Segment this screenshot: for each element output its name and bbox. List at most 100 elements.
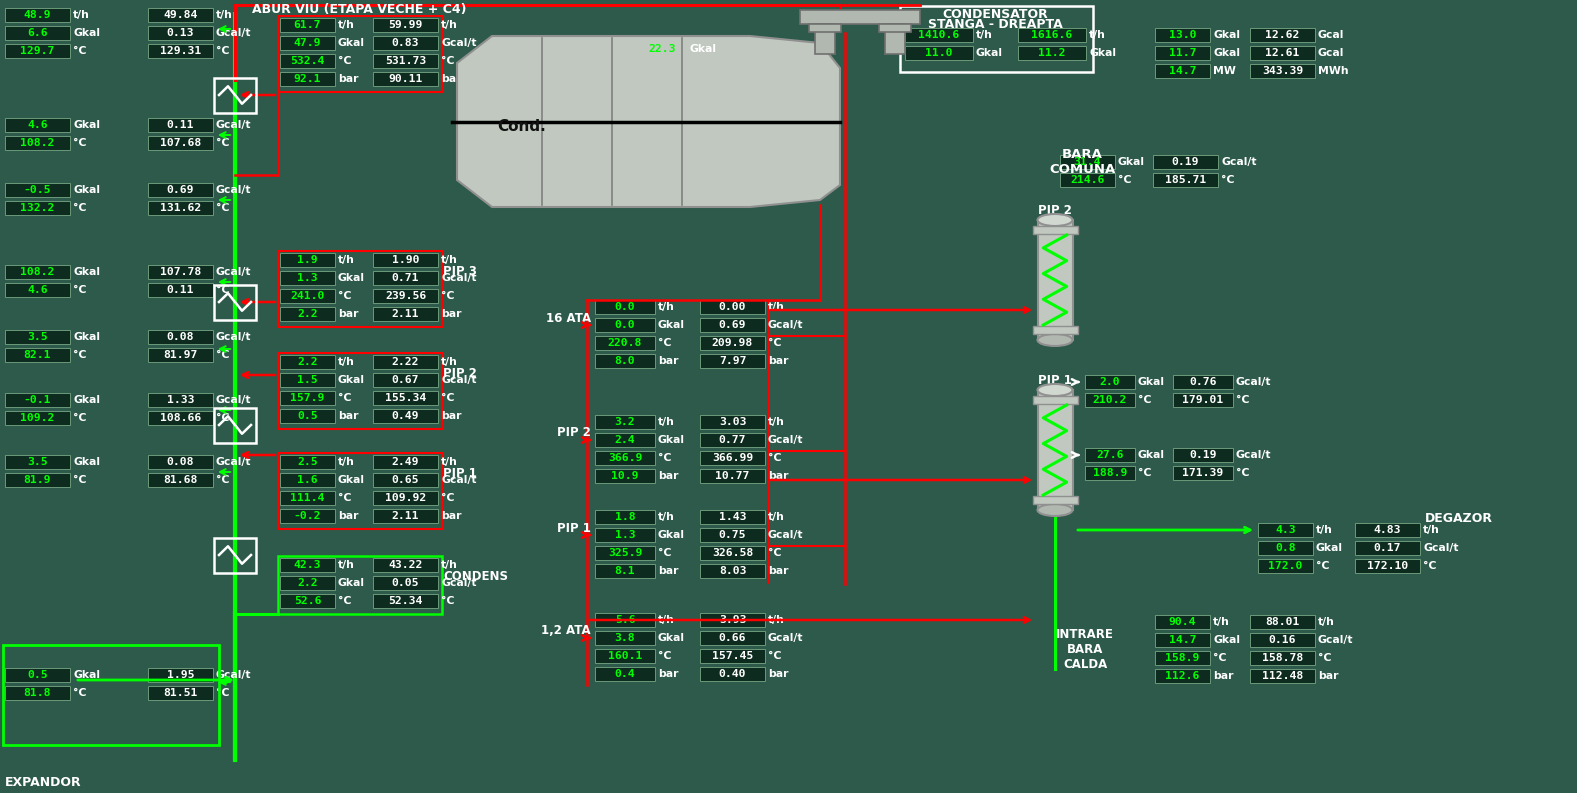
Text: 112.48: 112.48: [1262, 671, 1303, 681]
Bar: [374, 271, 438, 285]
Bar: [595, 469, 654, 483]
Bar: [281, 271, 334, 285]
Text: °C: °C: [73, 138, 87, 148]
Text: 131.62: 131.62: [159, 203, 202, 213]
Bar: [1258, 541, 1314, 555]
Text: Gkal: Gkal: [73, 185, 99, 195]
Text: 0.5: 0.5: [27, 670, 47, 680]
Text: °C: °C: [1236, 468, 1249, 478]
Text: t/h: t/h: [1090, 30, 1105, 40]
Text: 0.0: 0.0: [615, 302, 636, 312]
Bar: [281, 509, 334, 523]
Text: 42.3: 42.3: [293, 560, 322, 570]
Bar: [281, 391, 334, 405]
Bar: [374, 558, 438, 572]
Text: °C: °C: [216, 138, 230, 148]
Bar: [148, 183, 213, 197]
Text: t/h: t/h: [768, 512, 785, 522]
Text: 52.34: 52.34: [388, 596, 423, 606]
Text: bar: bar: [337, 511, 358, 521]
Bar: [1060, 173, 1115, 187]
Bar: [5, 348, 69, 362]
Text: 81.51: 81.51: [164, 688, 197, 698]
Text: 14.7: 14.7: [1169, 66, 1197, 76]
Text: 13.0: 13.0: [1169, 30, 1197, 40]
Text: 0.67: 0.67: [391, 375, 419, 385]
Text: t/h: t/h: [658, 512, 675, 522]
Bar: [374, 36, 438, 50]
Text: °C: °C: [73, 688, 87, 698]
Text: °C: °C: [73, 46, 87, 56]
Text: °C: °C: [337, 56, 352, 66]
Bar: [1085, 393, 1135, 407]
Text: 109.92: 109.92: [385, 493, 426, 503]
Bar: [281, 289, 334, 303]
Bar: [700, 451, 765, 465]
Bar: [374, 54, 438, 68]
Text: °C: °C: [1118, 175, 1132, 185]
Text: t/h: t/h: [337, 20, 355, 30]
Bar: [1154, 651, 1210, 665]
Text: 366.99: 366.99: [711, 453, 754, 463]
Bar: [5, 455, 69, 469]
Text: 1.3: 1.3: [615, 530, 636, 540]
Bar: [595, 667, 654, 681]
Text: 112.6: 112.6: [1165, 671, 1200, 681]
Text: PJP 1: PJP 1: [443, 466, 476, 480]
Text: Gkal: Gkal: [73, 457, 99, 467]
Text: °C: °C: [216, 688, 230, 698]
Text: 325.9: 325.9: [607, 548, 642, 558]
Bar: [374, 72, 438, 86]
Text: 2.4: 2.4: [615, 435, 636, 445]
Text: 0.76: 0.76: [1189, 377, 1217, 387]
Text: 82.1: 82.1: [24, 350, 50, 360]
Text: bar: bar: [768, 356, 788, 366]
Bar: [595, 300, 654, 314]
Text: t/h: t/h: [658, 615, 675, 625]
Text: 157.9: 157.9: [290, 393, 325, 403]
Bar: [595, 510, 654, 524]
Text: 81.68: 81.68: [164, 475, 197, 485]
Bar: [3, 645, 219, 745]
Text: 0.08: 0.08: [167, 332, 194, 342]
Text: °C: °C: [768, 651, 782, 661]
Text: °C: °C: [658, 651, 672, 661]
Text: 158.9: 158.9: [1165, 653, 1200, 663]
Text: 160.1: 160.1: [607, 651, 642, 661]
Text: 171.39: 171.39: [1183, 468, 1224, 478]
Text: °C: °C: [658, 548, 672, 558]
Text: 158.78: 158.78: [1262, 653, 1303, 663]
Text: 129.31: 129.31: [159, 46, 202, 56]
Bar: [815, 24, 834, 54]
Bar: [278, 556, 442, 614]
Text: Gkal: Gkal: [73, 28, 99, 38]
Bar: [214, 78, 255, 113]
Bar: [1173, 393, 1233, 407]
Text: Gcal/t: Gcal/t: [216, 267, 251, 277]
Bar: [148, 8, 213, 22]
Text: 209.98: 209.98: [711, 338, 754, 348]
Text: °C: °C: [73, 413, 87, 423]
Bar: [1154, 28, 1210, 42]
Text: t/h: t/h: [216, 10, 233, 20]
Bar: [700, 564, 765, 578]
Text: 0.0: 0.0: [615, 320, 636, 330]
Text: °C: °C: [216, 46, 230, 56]
Bar: [1355, 559, 1419, 573]
Bar: [1038, 390, 1072, 510]
Text: 239.56: 239.56: [385, 291, 426, 301]
Text: Gcal/t: Gcal/t: [768, 320, 804, 330]
Text: t/h: t/h: [1422, 525, 1440, 535]
Bar: [148, 44, 213, 58]
Text: 8.03: 8.03: [719, 566, 746, 576]
Text: t/h: t/h: [1318, 617, 1334, 627]
Text: 90.4: 90.4: [1169, 617, 1197, 627]
Text: CONDENSATOR: CONDENSATOR: [943, 7, 1049, 21]
Bar: [374, 473, 438, 487]
Bar: [278, 453, 442, 529]
Bar: [700, 415, 765, 429]
Bar: [1251, 28, 1315, 42]
Text: 3.5: 3.5: [27, 332, 47, 342]
Text: Gcal/t: Gcal/t: [216, 670, 251, 680]
Text: bar: bar: [768, 566, 788, 576]
